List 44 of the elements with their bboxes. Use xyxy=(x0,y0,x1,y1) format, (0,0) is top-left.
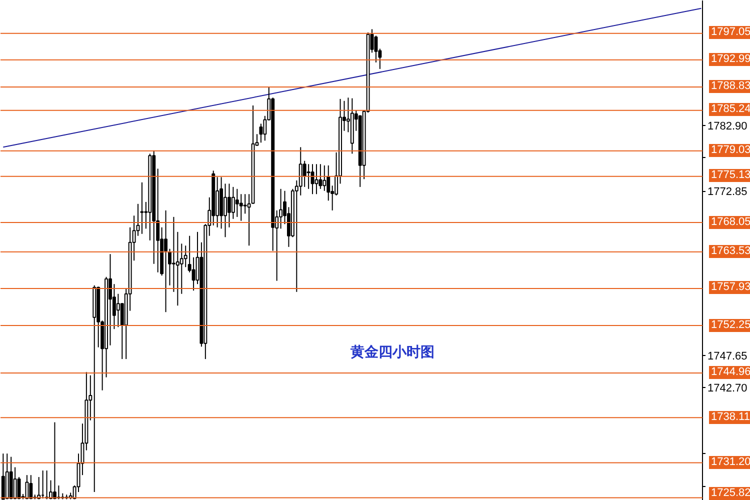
candlestick xyxy=(227,183,231,228)
candlestick xyxy=(259,123,263,144)
ref-line-label: 1744.96 xyxy=(709,366,750,379)
ref-line-label: 1779.03 xyxy=(709,144,750,157)
ref-line-label: 1797.05 xyxy=(709,26,750,40)
ref-line-label: 1775.13 xyxy=(709,169,750,182)
candlestick xyxy=(216,176,220,228)
ref-line-label: 1792.99 xyxy=(709,52,750,66)
candlestick xyxy=(212,170,216,226)
candlestick xyxy=(247,194,251,246)
candlestick xyxy=(116,293,120,328)
candlestick xyxy=(314,164,318,195)
ref-line-label: 1768.05 xyxy=(709,216,750,228)
candlestick xyxy=(108,254,112,346)
candlestick xyxy=(279,188,283,230)
candlestick xyxy=(350,98,354,154)
annotation: 黄金四小时图 xyxy=(350,344,434,360)
candlestick xyxy=(220,176,224,230)
candlestick xyxy=(243,194,247,214)
ref-line-label: 1731.20 xyxy=(709,456,750,469)
y-tick-label: 1742.70 xyxy=(708,382,748,395)
candlestick xyxy=(172,216,176,292)
candlestick xyxy=(180,243,184,294)
y-tick-label: 1782.90 xyxy=(708,120,748,133)
candlestick xyxy=(235,188,239,218)
candlestick xyxy=(164,210,168,313)
ref-line-label: 1752.25 xyxy=(709,318,750,332)
candlestick xyxy=(306,164,310,190)
candlestick xyxy=(326,164,330,202)
y-tick-label: 1747.65 xyxy=(708,350,748,362)
ref-line-label: 1763.53 xyxy=(709,244,750,258)
candlestick xyxy=(239,194,243,222)
ref-line-label: 1738.11 xyxy=(709,410,750,424)
candlestick xyxy=(224,183,227,238)
candlestick xyxy=(322,164,326,192)
candlestick xyxy=(176,231,180,306)
candlestick xyxy=(298,146,302,196)
ref-line-label: 1725.82 xyxy=(709,487,750,500)
candlestick xyxy=(192,256,196,292)
y-tick-label: 1772.85 xyxy=(708,186,748,198)
ref-line-label: 1788.83 xyxy=(709,80,750,93)
candlestick xyxy=(140,182,144,234)
candlestick xyxy=(231,186,235,220)
ref-line-label: 1757.93 xyxy=(709,281,750,294)
